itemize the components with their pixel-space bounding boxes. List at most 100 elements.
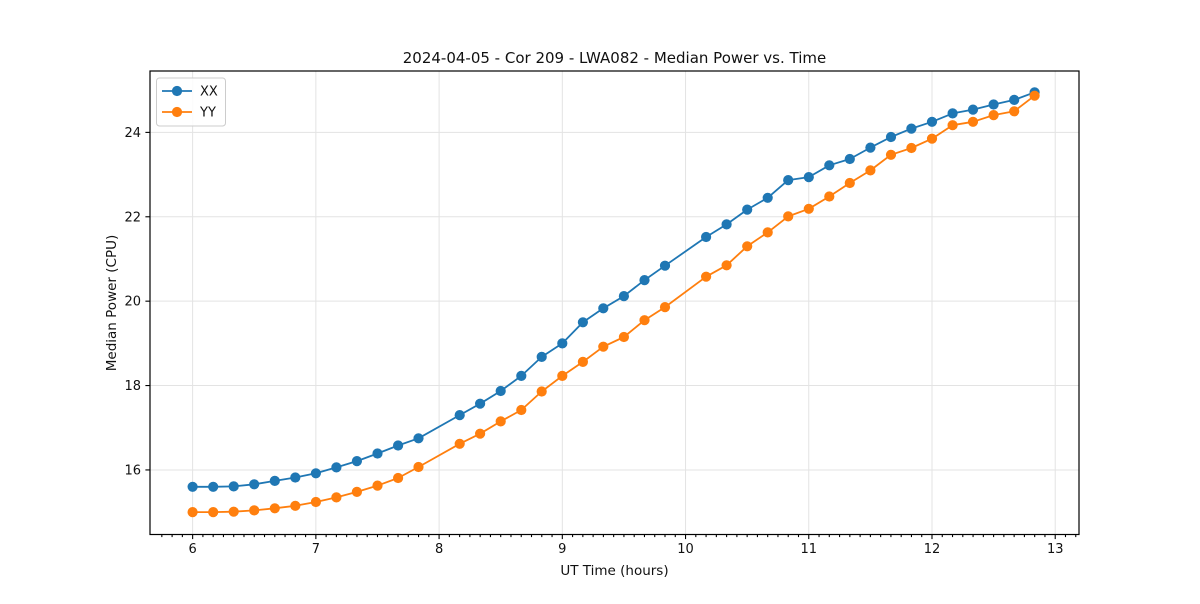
x-tick-label: 6 bbox=[188, 542, 196, 557]
series-xx-marker bbox=[803, 172, 814, 183]
series-xx-marker bbox=[577, 317, 589, 328]
x-tick-label: 13 bbox=[1047, 542, 1064, 557]
series-yy-marker bbox=[598, 341, 609, 352]
series-yy-marker bbox=[331, 492, 342, 503]
series-xx-marker bbox=[659, 260, 671, 271]
series-xx-marker bbox=[618, 291, 630, 302]
series-yy-marker bbox=[783, 211, 794, 222]
series-xx-marker bbox=[926, 116, 938, 127]
y-tick-label: 24 bbox=[124, 126, 141, 141]
y-tick-label: 20 bbox=[124, 295, 141, 310]
series-xx-marker bbox=[372, 448, 383, 459]
series-yy-marker bbox=[742, 241, 753, 252]
series-xx-marker bbox=[249, 479, 260, 490]
series-yy-marker bbox=[721, 260, 732, 271]
series-yy-marker bbox=[618, 331, 630, 343]
series-yy-marker bbox=[413, 461, 424, 473]
series-xx-line bbox=[191, 91, 1036, 488]
series-yy-marker bbox=[1009, 106, 1020, 117]
y-tick-label: 18 bbox=[124, 379, 141, 394]
series-yy-marker bbox=[906, 142, 917, 154]
series-yy-marker bbox=[824, 191, 835, 202]
series-yy-marker bbox=[659, 302, 671, 313]
series-xx-marker bbox=[393, 440, 404, 451]
series-yy-marker bbox=[885, 149, 897, 160]
series-yy-marker bbox=[577, 356, 589, 367]
series-xx-marker bbox=[454, 410, 465, 421]
x-tick-label: 9 bbox=[558, 542, 566, 557]
series-xx-marker bbox=[187, 481, 198, 492]
series-yy-marker bbox=[290, 500, 301, 511]
series-xx-marker bbox=[906, 123, 917, 134]
x-tick-label: 8 bbox=[435, 542, 443, 557]
x-axis-label: UT Time (hours) bbox=[560, 563, 668, 579]
series-yy bbox=[187, 90, 1040, 518]
ticks bbox=[145, 131, 1077, 540]
y-tick-label: 16 bbox=[124, 463, 141, 478]
series-xx-marker bbox=[598, 303, 609, 314]
series-xx-marker bbox=[844, 153, 855, 165]
series-yy-marker bbox=[310, 496, 321, 508]
series-yy-marker bbox=[988, 110, 999, 121]
series-xx-marker bbox=[413, 433, 424, 444]
y-axis-label: Median Power (CPU) bbox=[104, 235, 120, 371]
series-xx-marker bbox=[351, 456, 362, 467]
x-tick-label: 11 bbox=[800, 542, 817, 557]
series-xx-marker bbox=[269, 475, 280, 486]
series-xx-marker bbox=[495, 385, 506, 397]
series-xx-marker bbox=[988, 99, 999, 110]
series-yy-marker bbox=[844, 177, 855, 189]
series-xx-marker bbox=[742, 204, 753, 215]
series-yy-marker bbox=[947, 120, 958, 131]
series-yy-marker bbox=[926, 133, 938, 144]
x-tick-label: 12 bbox=[924, 542, 941, 557]
x-tick-label: 10 bbox=[677, 542, 694, 557]
chart-title: 2024-04-05 - Cor 209 - LWA082 - Median P… bbox=[403, 49, 827, 67]
axes-spines bbox=[149, 70, 1080, 536]
series-yy-marker bbox=[762, 227, 773, 238]
series-yy-marker bbox=[187, 506, 198, 518]
series-xx-marker bbox=[536, 351, 547, 362]
series-yy-marker bbox=[495, 416, 506, 427]
series-yy-marker bbox=[1029, 90, 1040, 101]
series-yy-marker bbox=[639, 315, 650, 326]
series-xx-marker bbox=[967, 104, 979, 115]
series-xx-marker bbox=[310, 468, 321, 479]
y-tick-label: 22 bbox=[124, 210, 141, 225]
series-yy-marker bbox=[967, 116, 979, 127]
series-xx-marker bbox=[947, 108, 958, 119]
series-xx-marker bbox=[701, 231, 712, 243]
series-xx-marker bbox=[228, 481, 239, 492]
legend-swatch-marker bbox=[171, 106, 183, 118]
legend-item-xx: XX bbox=[162, 85, 218, 100]
series-yy-marker bbox=[351, 486, 362, 497]
series-yy-marker bbox=[269, 503, 280, 514]
series-xx-marker bbox=[290, 472, 301, 483]
axes-background bbox=[150, 71, 1079, 535]
legend: XX YY bbox=[156, 77, 226, 127]
series-yy-marker bbox=[536, 386, 547, 397]
series-xx-marker bbox=[824, 160, 835, 171]
series-yy-marker bbox=[228, 506, 239, 517]
series-xx-marker bbox=[475, 398, 486, 409]
series-xx-marker bbox=[865, 142, 876, 153]
legend-label: XX bbox=[200, 85, 218, 100]
series-xx-marker bbox=[762, 192, 773, 203]
legend-label: YY bbox=[199, 106, 216, 121]
series-yy-marker bbox=[865, 165, 876, 176]
legend-swatch-marker bbox=[171, 85, 183, 97]
series-yy-marker bbox=[454, 438, 465, 449]
series-yy-marker bbox=[208, 506, 219, 518]
series-xx-marker bbox=[721, 219, 732, 230]
series-xx-marker bbox=[516, 370, 527, 381]
series-xx-marker bbox=[331, 462, 342, 473]
x-tick-label: 7 bbox=[312, 542, 320, 557]
series-yy-marker bbox=[475, 428, 486, 439]
series-yy-marker bbox=[516, 404, 527, 416]
legend-item-yy: YY bbox=[162, 106, 216, 121]
series-yy-marker bbox=[372, 480, 383, 491]
series-xx-marker bbox=[208, 481, 219, 492]
series-yy-marker bbox=[557, 370, 568, 381]
series-yy-marker bbox=[393, 472, 404, 484]
